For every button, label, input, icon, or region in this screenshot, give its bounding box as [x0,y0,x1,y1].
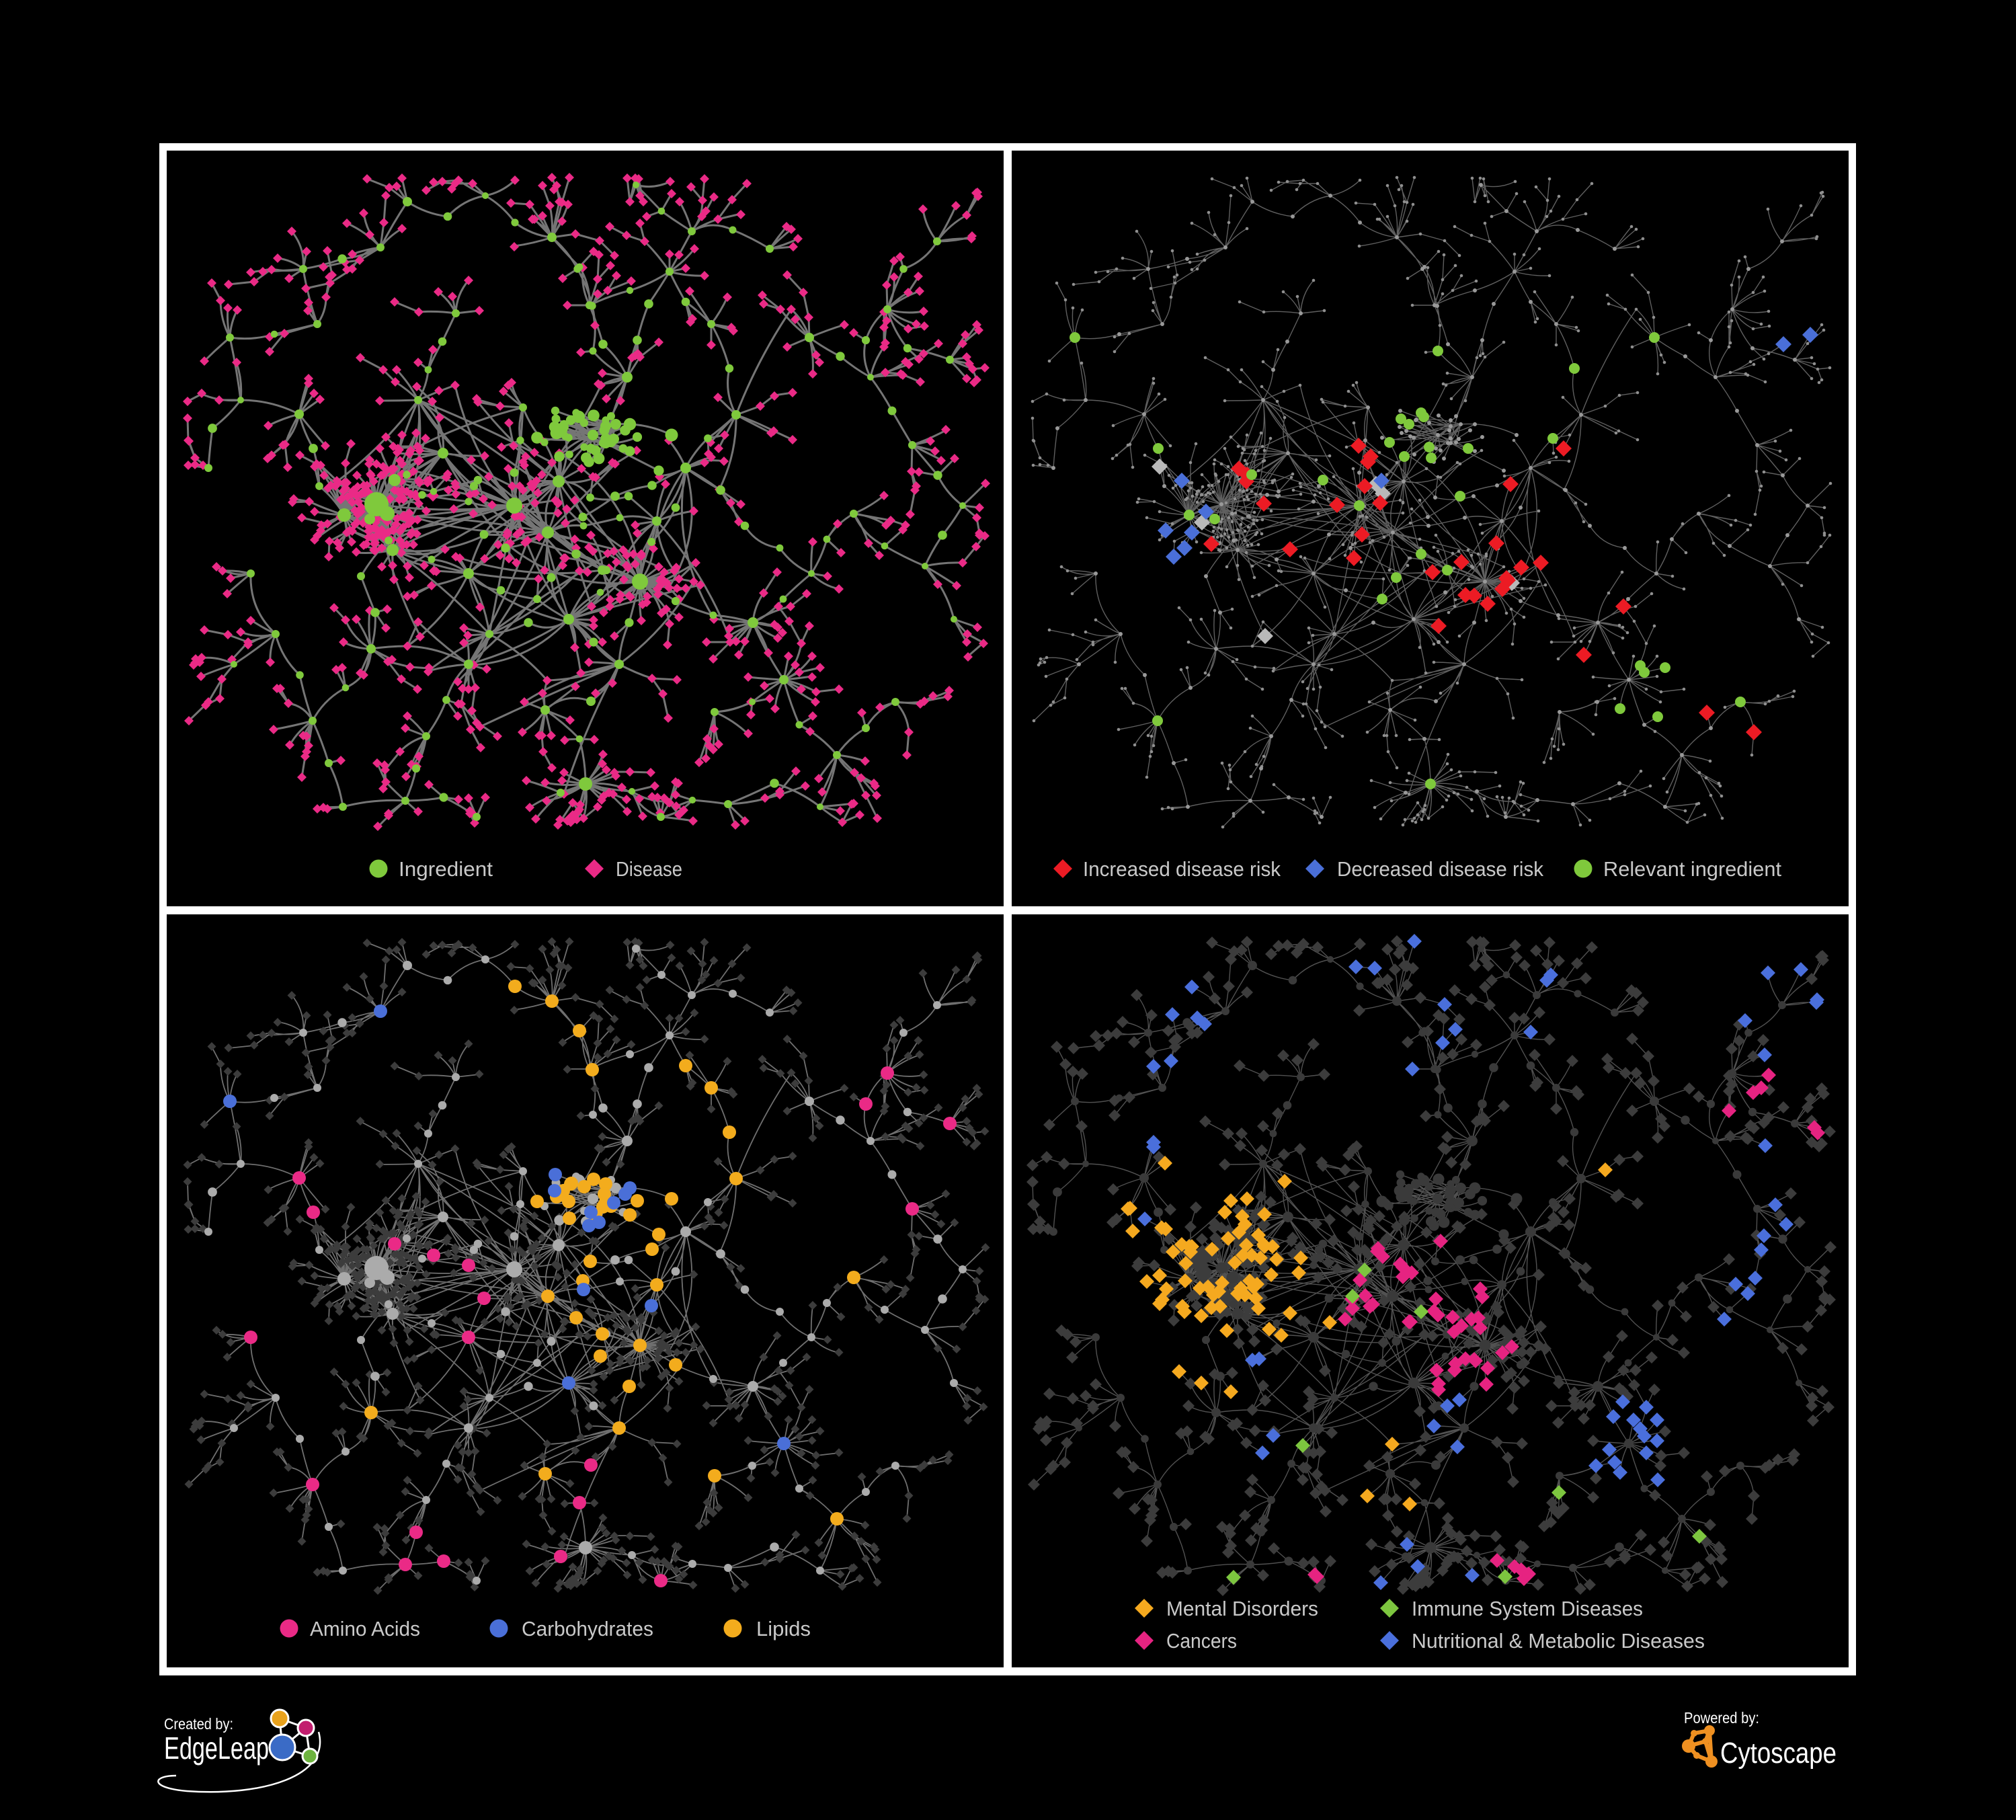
svg-text:Disease: Disease [616,857,682,881]
svg-text:Powered by:: Powered by: [1684,1709,1759,1727]
svg-text:Cancers: Cancers [1166,1629,1237,1653]
svg-text:Decreased disease risk: Decreased disease risk [1337,857,1543,881]
svg-text:Ingredient: Ingredient [399,857,493,881]
svg-text:Mental Disorders: Mental Disorders [1166,1597,1318,1620]
svg-text:Increased disease risk: Increased disease risk [1083,857,1281,881]
svg-text:Cytoscape: Cytoscape [1720,1737,1837,1770]
svg-text:Lipids: Lipids [756,1617,811,1640]
svg-text:Carbohydrates: Carbohydrates [522,1617,653,1640]
svg-text:Created by:: Created by: [164,1715,233,1733]
svg-text:Amino Acids: Amino Acids [310,1617,420,1640]
svg-text:Immune System Diseases: Immune System Diseases [1412,1597,1643,1620]
svg-text:EdgeLeap: EdgeLeap [164,1731,269,1766]
svg-text:Relevant ingredient: Relevant ingredient [1603,857,1781,881]
svg-text:Nutritional & Metabolic Diseas: Nutritional & Metabolic Diseases [1412,1629,1705,1653]
